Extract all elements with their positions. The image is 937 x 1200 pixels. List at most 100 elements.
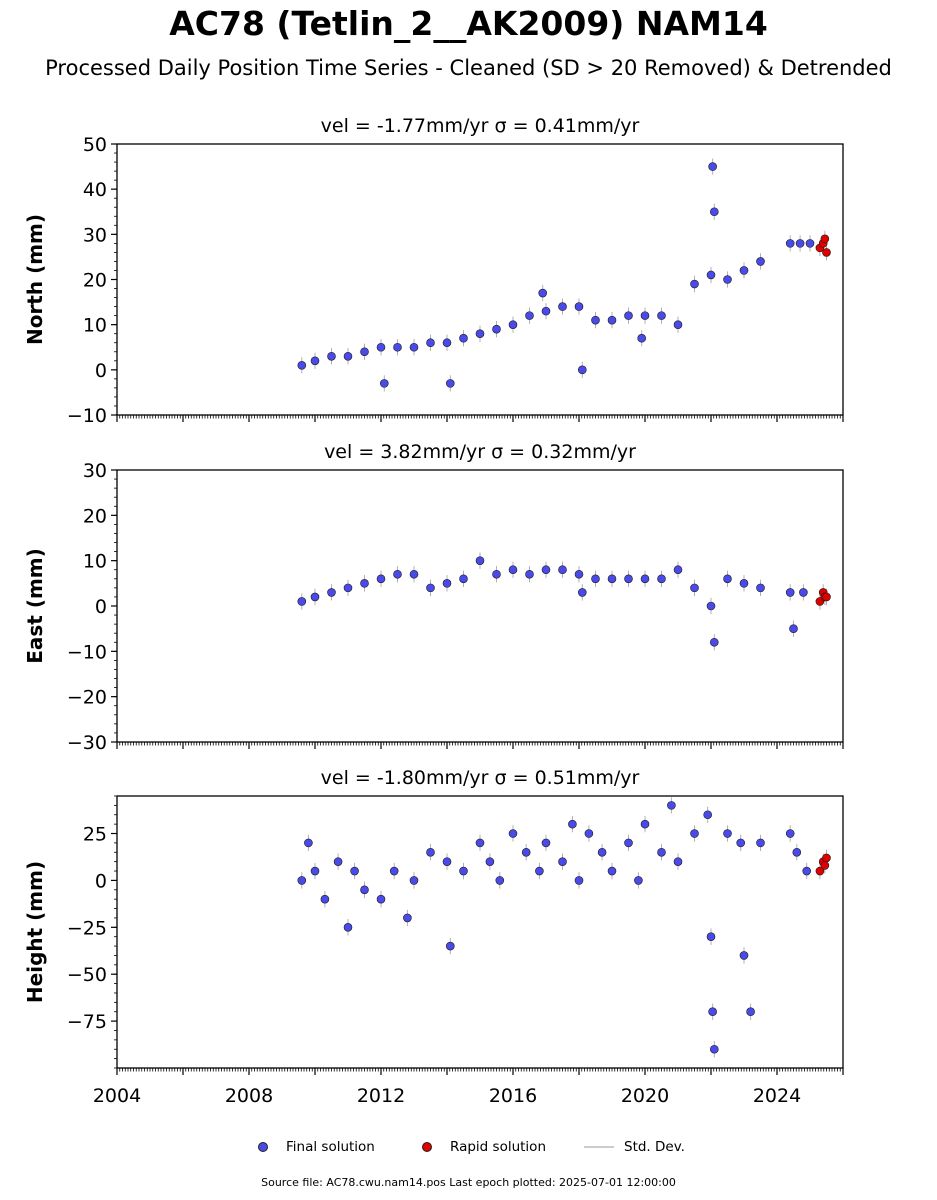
final-solution-point xyxy=(574,302,584,311)
final-solution-point xyxy=(624,838,633,848)
final-solution-point xyxy=(297,597,307,606)
final-solution-point xyxy=(541,838,551,848)
final-solution-point xyxy=(591,574,600,584)
final-solution-point xyxy=(310,356,320,366)
final-solution-point xyxy=(445,379,455,388)
rapid-solution-point xyxy=(822,248,831,257)
panel-frame xyxy=(116,469,844,743)
y-tick-label: −50 xyxy=(67,964,107,986)
final-solution-point xyxy=(792,847,802,857)
final-solution-point xyxy=(558,302,567,311)
final-solution-point xyxy=(409,569,419,579)
final-solution-point xyxy=(333,857,343,866)
rapid-solution-point xyxy=(815,866,825,876)
panel-frame xyxy=(116,143,844,416)
final-solution-point xyxy=(475,329,485,339)
final-solution-point xyxy=(795,239,805,248)
final-solution-point xyxy=(426,338,435,348)
final-solution-point xyxy=(709,637,719,647)
y-tick-label: −10 xyxy=(67,405,107,427)
y-tick-label: 10 xyxy=(83,315,107,337)
x-tick-label: 2016 xyxy=(489,1085,537,1107)
final-solution-point xyxy=(756,257,765,266)
final-solution-point xyxy=(459,333,468,343)
final-solution-point xyxy=(442,579,452,588)
final-solution-point xyxy=(723,574,732,584)
final-solution-point xyxy=(459,574,468,584)
final-solution-point xyxy=(442,338,452,348)
y-tick-label: −20 xyxy=(67,687,107,709)
final-solution-point xyxy=(492,324,501,334)
final-solution-point xyxy=(624,311,633,320)
final-solution-point xyxy=(409,876,419,885)
final-solution-point xyxy=(736,838,746,848)
panel-title: vel = -1.80mm/yr σ = 0.51mm/yr xyxy=(321,767,640,789)
final-solution-point xyxy=(607,866,617,876)
final-solution-point xyxy=(756,838,765,848)
final-solution-point xyxy=(706,601,716,611)
x-tick-label: 2012 xyxy=(357,1085,405,1107)
final-solution-point xyxy=(508,320,518,329)
final-solution-point xyxy=(475,838,485,848)
final-solution-point xyxy=(310,592,320,602)
final-solution-point xyxy=(297,876,307,885)
final-solution-point xyxy=(739,579,749,588)
final-solution-point xyxy=(673,320,683,329)
final-solution-point xyxy=(360,885,369,895)
final-solution-point xyxy=(445,941,455,951)
footer-source-label: Source file: xyxy=(261,1176,323,1189)
final-solution-point xyxy=(360,347,369,357)
chart-subtitle: Processed Daily Position Time Series - C… xyxy=(45,56,892,80)
x-tick-label: 2020 xyxy=(621,1085,669,1107)
rapid-solution-point xyxy=(822,853,831,863)
final-solution-point xyxy=(657,847,666,857)
y-tick-label: 20 xyxy=(83,505,107,527)
final-solution-point xyxy=(379,379,389,388)
final-solution-point xyxy=(568,819,577,829)
final-solution-point xyxy=(785,829,795,838)
final-solution-point xyxy=(426,847,435,857)
final-solution-point xyxy=(657,311,666,320)
y-tick-label: 25 xyxy=(83,824,107,846)
final-solution-point xyxy=(706,270,716,280)
final-solution-point xyxy=(376,894,386,904)
final-solution-point xyxy=(538,288,548,298)
y-tick-label: 0 xyxy=(95,870,107,892)
final-solution-point xyxy=(304,838,313,848)
std-dev-line-icon xyxy=(584,1146,614,1148)
final-solution-point xyxy=(297,361,307,370)
final-solution-point xyxy=(637,333,647,343)
final-solution-point xyxy=(640,311,650,320)
final-solution-point xyxy=(789,624,798,633)
y-tick-label: −10 xyxy=(67,641,107,663)
final-solution-point xyxy=(459,866,468,876)
final-solution-point xyxy=(376,342,386,352)
final-solution-point xyxy=(343,351,353,361)
final-solution-point xyxy=(584,829,594,838)
final-solution-point xyxy=(541,565,551,575)
y-tick-label: −30 xyxy=(67,732,107,754)
y-tick-label: 0 xyxy=(95,596,107,618)
final-solution-point xyxy=(574,569,584,579)
final-solution-point xyxy=(785,588,795,597)
rapid-solution-point xyxy=(822,592,831,602)
final-solution-point xyxy=(709,207,719,217)
y-tick-label: −25 xyxy=(67,917,107,939)
final-solution-point xyxy=(403,913,412,923)
final-solution-point xyxy=(634,876,643,885)
final-solution-point xyxy=(574,876,584,885)
final-solution-point xyxy=(343,583,353,593)
final-solution-point xyxy=(558,565,567,575)
final-solution-point xyxy=(350,866,359,876)
y-tick-label: 30 xyxy=(83,460,107,482)
final-solution-point xyxy=(475,556,485,565)
final-solution-point xyxy=(508,565,518,575)
chart-title: AC78 (Tetlin_2__AK2009) NAM14 xyxy=(169,4,768,43)
y-axis-label: East (mm) xyxy=(23,548,47,664)
final-solution-point xyxy=(558,857,567,866)
final-solution-point xyxy=(799,588,808,597)
final-solution-point xyxy=(624,574,633,584)
final-solution-point xyxy=(657,574,666,584)
footer-source-file: AC78.cwu.nam14.pos xyxy=(326,1176,446,1189)
legend-label-rapid: Rapid solution xyxy=(450,1139,546,1155)
